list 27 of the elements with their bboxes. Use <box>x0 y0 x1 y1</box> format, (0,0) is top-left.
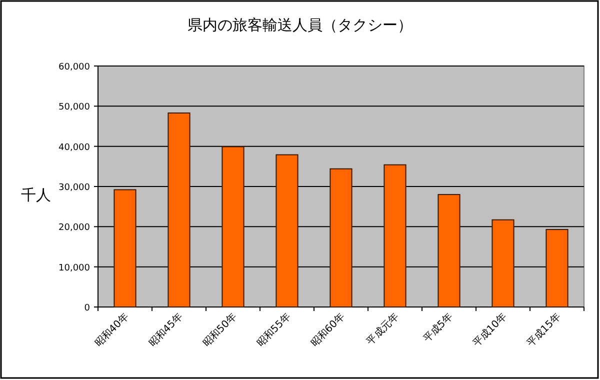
bar <box>384 164 406 308</box>
x-tick-label: 平成10年 <box>470 310 510 350</box>
bar <box>330 168 352 308</box>
x-tick-label: 昭和50年 <box>200 310 240 350</box>
y-tick-label: 30,000 <box>58 183 90 193</box>
y-tick-label: 0 <box>84 304 90 314</box>
bar <box>168 112 190 308</box>
x-tick-label: 昭和55年 <box>254 310 294 350</box>
chart-title: 県内の旅客輸送人員（タクシー） <box>188 16 412 34</box>
bar <box>438 194 460 308</box>
bar <box>492 219 514 308</box>
x-tick-label: 昭和45年 <box>146 310 186 350</box>
x-tick-label: 平成元年 <box>364 310 402 348</box>
bar <box>546 228 568 308</box>
y-tick-label: 60,000 <box>58 62 90 72</box>
y-tick-label: 10,000 <box>58 263 90 274</box>
y-tick-label: 50,000 <box>58 102 90 113</box>
y-tick-label: 40,000 <box>58 142 90 153</box>
x-tick-label: 平成15年 <box>524 310 564 350</box>
x-tick-label: 昭和40年 <box>92 310 132 350</box>
bar <box>222 146 244 308</box>
x-tick-label: 昭和60年 <box>308 310 348 350</box>
bar <box>114 189 136 308</box>
y-tick-label: 20,000 <box>58 223 90 234</box>
bar <box>276 154 298 308</box>
y-axis-title: 千人 <box>21 186 51 204</box>
x-tick-label: 平成5年 <box>420 310 456 345</box>
